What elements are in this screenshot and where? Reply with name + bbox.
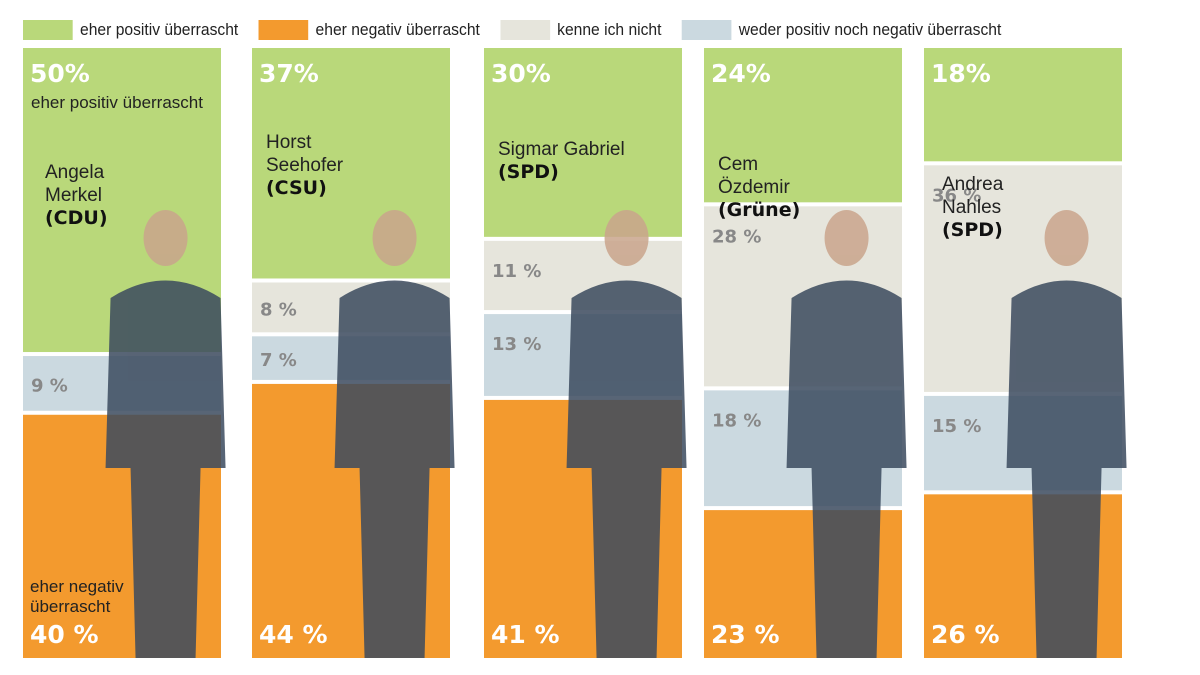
- value-label-neutral: 13 %: [492, 334, 541, 355]
- party-label: (SPD): [942, 219, 1003, 241]
- person-name: Horst: [266, 132, 312, 153]
- annotation-negative: eher negativ: [30, 577, 124, 596]
- person-name: Özdemir: [718, 177, 790, 198]
- legend-item-neutral: weder positiv noch negativ überrascht: [681, 20, 1002, 40]
- legend-swatch-unknown: [500, 20, 550, 40]
- value-label-negative: 40 %: [30, 620, 99, 649]
- value-label-neutral: 7 %: [260, 350, 297, 371]
- value-label-neutral: 18 %: [712, 410, 761, 431]
- annotation-negative: überrascht: [30, 597, 111, 616]
- person-head: [372, 210, 417, 266]
- legend: eher positiv überrascht eher negativ übe…: [23, 20, 1001, 40]
- legend-label: eher positiv überrascht: [80, 20, 239, 39]
- party-label: (CDU): [45, 207, 108, 229]
- bar-segment-positive: [252, 48, 450, 279]
- person-photo: [786, 210, 907, 658]
- person-photo: [334, 210, 455, 658]
- person-photo: [566, 210, 687, 658]
- person-photo: [105, 210, 226, 658]
- person-body: [105, 280, 226, 658]
- person-name: Andrea: [942, 174, 1004, 195]
- legend-swatch-positive: [23, 20, 73, 40]
- person-name: Merkel: [45, 185, 102, 206]
- value-label-positive: 37%: [259, 59, 319, 88]
- bar-segment-positive: [484, 48, 682, 237]
- person-name: Nahles: [942, 197, 1001, 218]
- value-label-negative: 41 %: [491, 620, 560, 649]
- annotation-positive: eher positiv überrascht: [31, 93, 203, 112]
- value-label-negative: 44 %: [259, 620, 328, 649]
- value-label-positive: 18%: [931, 59, 991, 88]
- person-head: [1044, 210, 1089, 266]
- person-name: Sigmar Gabriel: [498, 139, 625, 160]
- person-name: Seehofer: [266, 155, 344, 176]
- bar-segment-positive: [704, 48, 902, 203]
- value-label-negative: 26 %: [931, 620, 1000, 649]
- person-name: Cem: [718, 154, 758, 175]
- value-label-unknown: 11 %: [492, 261, 541, 282]
- value-label-unknown: 8 %: [260, 299, 297, 320]
- value-label-positive: 30%: [491, 59, 551, 88]
- legend-label: kenne ich nicht: [557, 20, 662, 39]
- value-label-neutral: 15 %: [932, 416, 981, 437]
- legend-item-negative: eher negativ überrascht: [258, 20, 480, 40]
- legend-swatch-neutral: [681, 20, 732, 40]
- person-body: [1006, 280, 1127, 658]
- person-head: [143, 210, 188, 266]
- party-label: (SPD): [498, 161, 559, 183]
- bar-segment-positive: [924, 48, 1122, 162]
- party-label: (Grüne): [718, 199, 800, 221]
- person-body: [334, 280, 455, 658]
- person-name: Angela: [45, 162, 105, 183]
- legend-item-positive: eher positiv überrascht: [23, 20, 238, 40]
- person-head: [824, 210, 869, 266]
- person-head: [604, 210, 649, 266]
- legend-label: weder positiv noch negativ überrascht: [738, 20, 1002, 39]
- value-label-positive: 24%: [711, 59, 771, 88]
- legend-label: eher negativ überrascht: [315, 20, 480, 39]
- person-body: [566, 280, 687, 658]
- person-body: [786, 280, 907, 658]
- value-label-unknown: 36 %: [932, 185, 981, 206]
- person-photo: [1006, 210, 1127, 658]
- value-label-neutral: 9 %: [31, 375, 68, 396]
- value-label-unknown: 28 %: [712, 226, 761, 247]
- party-label: (CSU): [266, 177, 327, 199]
- legend-item-unknown: kenne ich nicht: [500, 20, 661, 40]
- value-label-positive: 50%: [30, 59, 90, 88]
- value-label-negative: 23 %: [711, 620, 780, 649]
- legend-swatch-negative: [258, 20, 309, 40]
